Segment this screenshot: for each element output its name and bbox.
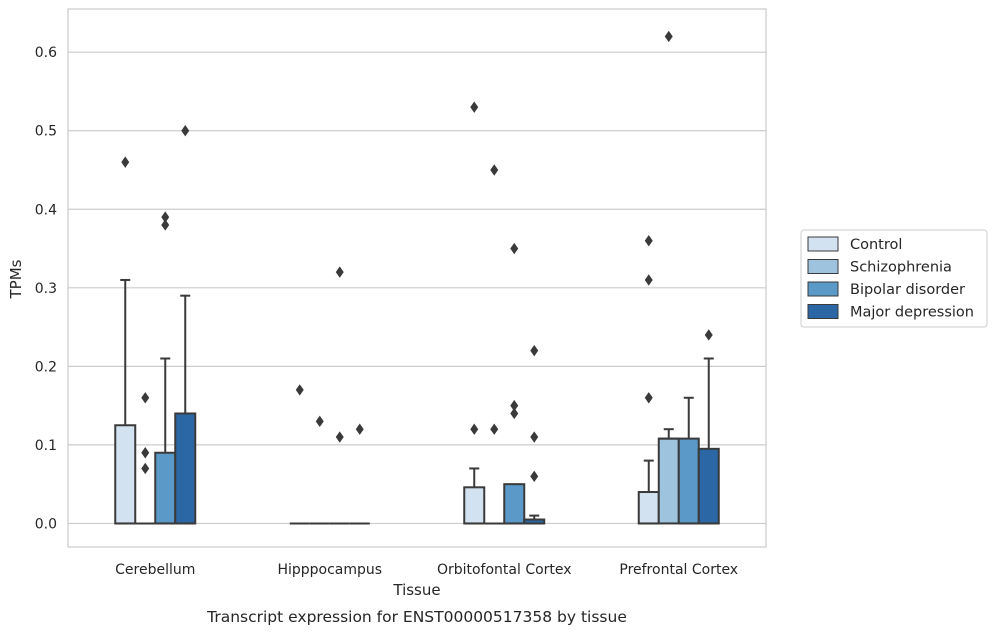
outlier-point bbox=[530, 470, 539, 483]
outlier-point bbox=[470, 101, 479, 113]
outlier-point bbox=[141, 447, 150, 459]
box-bipolar-disorder bbox=[503, 242, 526, 525]
outlier-point bbox=[644, 274, 653, 286]
box-major-depression bbox=[174, 125, 197, 525]
y-tick-label: 0.0 bbox=[35, 516, 57, 532]
outlier-point bbox=[644, 234, 653, 247]
outlier-point bbox=[355, 423, 364, 435]
box-body bbox=[463, 486, 486, 525]
legend-entry-label: Bipolar disorder bbox=[850, 282, 965, 298]
legend-swatch bbox=[807, 281, 839, 297]
outlier-point bbox=[490, 423, 499, 435]
box-body bbox=[657, 437, 680, 525]
outlier-point bbox=[121, 156, 130, 168]
box-body bbox=[154, 451, 177, 525]
outlier-point bbox=[335, 431, 344, 443]
outlier-point bbox=[530, 344, 539, 357]
box-body bbox=[503, 483, 526, 525]
outlier-point bbox=[644, 392, 653, 404]
box-body bbox=[637, 491, 660, 525]
legend-entry-label: Major depression bbox=[850, 305, 974, 321]
outlier-point bbox=[490, 164, 499, 176]
box-body bbox=[174, 412, 197, 525]
y-tick-label: 0.3 bbox=[35, 281, 57, 297]
outlier-point bbox=[664, 30, 673, 43]
x-tick-labels: Cerebellum Hipppocampus Orbitofontal Corte… bbox=[115, 562, 738, 578]
box-body bbox=[697, 447, 720, 525]
x-tick-label: Hipppocampus bbox=[277, 562, 382, 578]
outlier-point bbox=[181, 125, 190, 137]
outlier-point bbox=[470, 423, 479, 435]
x-tick-label: Prefrontal Cortex bbox=[619, 562, 738, 578]
box-control bbox=[114, 156, 137, 525]
outlier-point bbox=[335, 266, 344, 278]
box-bipolar-disorder bbox=[329, 266, 350, 525]
x-axis-label: Tissue bbox=[392, 581, 440, 599]
box-groups bbox=[114, 30, 720, 525]
outlier-point bbox=[161, 219, 170, 231]
box-control bbox=[637, 234, 660, 525]
outlier-point bbox=[530, 431, 539, 443]
legend-swatch bbox=[807, 236, 839, 252]
box-control bbox=[289, 384, 310, 525]
legend-swatch bbox=[807, 304, 839, 319]
y-tick-labels: 0.0 0.1 0.2 0.3 0.4 0.5 0.6 bbox=[35, 45, 57, 532]
legend-frame bbox=[800, 229, 988, 328]
outlier-point bbox=[315, 415, 324, 428]
x-tick-label: Orbitofontal Cortex bbox=[437, 562, 572, 578]
y-tick-label: 0.4 bbox=[35, 202, 57, 218]
outlier-point bbox=[141, 392, 150, 404]
outlier-point bbox=[510, 407, 519, 420]
y-tick-label: 0.5 bbox=[35, 124, 57, 140]
box-schizophrenia bbox=[309, 415, 330, 525]
box-major-depression bbox=[697, 329, 720, 525]
outlier-point bbox=[141, 462, 150, 475]
box-body bbox=[677, 437, 700, 525]
box-major-depression bbox=[349, 423, 370, 525]
outlier-point bbox=[704, 329, 713, 341]
outlier-point bbox=[295, 384, 304, 396]
box-schizophrenia bbox=[657, 30, 680, 525]
box-schizophrenia bbox=[135, 392, 156, 525]
box-control bbox=[463, 101, 486, 525]
legend-entry-label: Control bbox=[850, 237, 902, 253]
box-major-depression bbox=[523, 344, 546, 525]
legend-swatch bbox=[807, 259, 839, 274]
y-tick-label: 0.2 bbox=[35, 359, 57, 375]
box-schizophrenia bbox=[484, 164, 505, 525]
y-axis-label: TPMs bbox=[7, 259, 25, 299]
x-tick-label: Cerebellum bbox=[115, 562, 195, 578]
legend: Control Schizophrenia Bipolar disorder Majo… bbox=[800, 229, 988, 328]
y-tick-label: 0.6 bbox=[35, 45, 57, 61]
chart-caption: Transcript expression for ENST0000051735… bbox=[206, 608, 627, 626]
outlier-point bbox=[510, 242, 519, 255]
legend-entry-label: Schizophrenia bbox=[850, 260, 952, 276]
y-tick-label: 0.1 bbox=[35, 438, 57, 454]
box-body bbox=[114, 424, 137, 525]
plot-frame bbox=[67, 8, 767, 548]
